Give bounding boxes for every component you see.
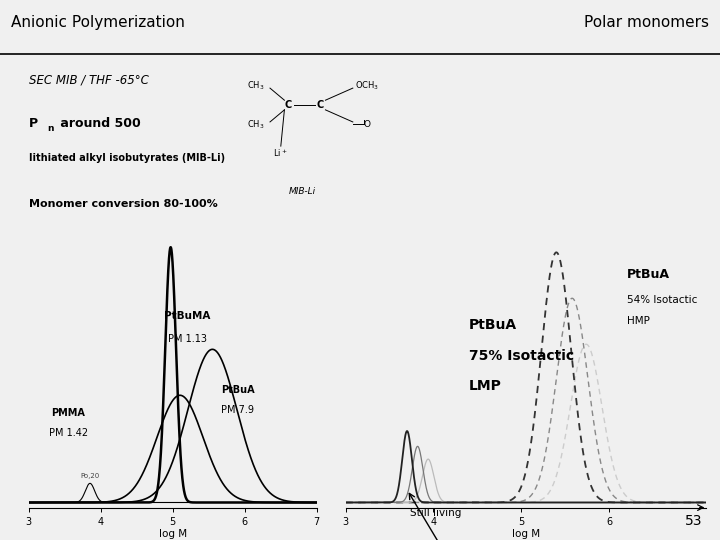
Text: 53: 53 <box>685 514 702 528</box>
Text: 54% Isotactic: 54% Isotactic <box>626 295 697 306</box>
Text: HMP: HMP <box>626 316 649 326</box>
Text: Anionic Polymerization: Anionic Polymerization <box>11 15 184 30</box>
Text: SEC MIB / THF -65°C: SEC MIB / THF -65°C <box>29 73 148 86</box>
Text: PM 1.13: PM 1.13 <box>168 334 207 343</box>
Text: CH$_3$: CH$_3$ <box>247 118 264 131</box>
Text: P: P <box>29 117 38 130</box>
Text: C: C <box>317 100 324 110</box>
Text: PtBuA: PtBuA <box>221 384 254 395</box>
Text: PtBuA: PtBuA <box>626 268 670 281</box>
Text: 75% Isotactic: 75% Isotactic <box>469 348 574 362</box>
Text: O: O <box>364 120 371 129</box>
Text: PM 1.42: PM 1.42 <box>49 428 88 438</box>
Text: PM 7.9: PM 7.9 <box>221 405 254 415</box>
Text: Still living: Still living <box>410 508 462 518</box>
Text: CH$_3$: CH$_3$ <box>247 79 264 92</box>
X-axis label: log M: log M <box>511 529 540 539</box>
X-axis label: log M: log M <box>158 529 187 539</box>
Text: MIB-Li: MIB-Li <box>289 187 316 196</box>
Text: n: n <box>48 124 54 133</box>
Text: OCH$_3$: OCH$_3$ <box>355 79 379 92</box>
Text: PtBuA: PtBuA <box>469 318 517 332</box>
Text: LMP: LMP <box>469 379 501 393</box>
Text: Po,20: Po,20 <box>81 473 99 479</box>
Text: Li$^+$: Li$^+$ <box>274 147 288 159</box>
Text: lithiated alkyl isobutyrates (MIB-Li): lithiated alkyl isobutyrates (MIB-Li) <box>29 153 225 164</box>
Text: Monomer conversion 80-100%: Monomer conversion 80-100% <box>29 199 217 210</box>
Text: PMMA: PMMA <box>51 408 86 418</box>
Text: PtBuMA: PtBuMA <box>164 310 210 321</box>
Text: around 500: around 500 <box>56 117 141 130</box>
Text: Polar monomers: Polar monomers <box>584 15 709 30</box>
Text: C: C <box>284 100 292 110</box>
